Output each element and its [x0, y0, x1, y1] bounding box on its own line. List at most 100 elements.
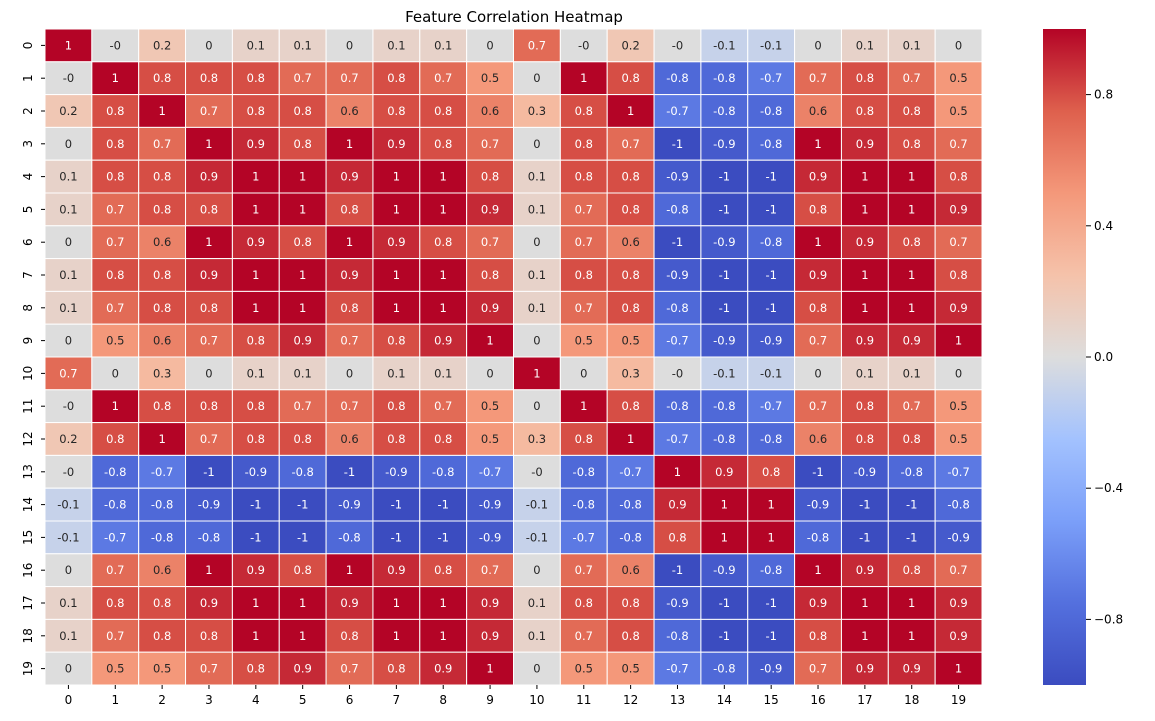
- heatmap-cell: [840, 225, 889, 260]
- heatmap-cell: [700, 454, 749, 489]
- x-tick-label: 2: [158, 693, 166, 707]
- heatmap-cell: [372, 389, 421, 424]
- heatmap-cell-label: 1: [908, 170, 915, 184]
- heatmap-cell-label: -0.8: [151, 530, 173, 544]
- heatmap-cell-label: 0.1: [59, 268, 77, 282]
- heatmap-cell: [325, 651, 374, 686]
- heatmap-cell-label: 0.7: [106, 202, 124, 216]
- heatmap-cell: [747, 94, 796, 128]
- heatmap-cell-label: 1: [252, 268, 259, 282]
- heatmap-cell-label: 0.1: [528, 170, 546, 184]
- heatmap-cell: [794, 487, 842, 522]
- heatmap-cell-label: 0.7: [434, 71, 452, 85]
- heatmap-cell-label: 1: [908, 596, 915, 610]
- heatmap-cell: [887, 28, 936, 63]
- colorbar-ticks: 0.8 0.4 0.0 −0.4 −0.8: [1086, 88, 1123, 626]
- heatmap-cell-label: 0.5: [621, 662, 639, 676]
- heatmap-cell-label: 0.8: [809, 629, 827, 643]
- heatmap-cell-label: 1: [252, 629, 259, 643]
- heatmap-cell-label: 1: [393, 170, 400, 184]
- heatmap-cell-label: 0.8: [200, 202, 218, 216]
- heatmap-cell-label: -0.9: [713, 235, 735, 249]
- heatmap-cell-label: 0.1: [856, 38, 874, 52]
- heatmap-cell: [794, 323, 842, 358]
- heatmap-cell: [372, 258, 421, 292]
- heatmap-cell: [278, 225, 327, 260]
- heatmap-cell-label: -0: [63, 71, 74, 85]
- heatmap-cell: [700, 389, 749, 424]
- heatmap-cell-label: 1: [814, 563, 821, 577]
- heatmap-cell: [372, 126, 421, 161]
- heatmap-cell: [934, 126, 983, 161]
- heatmap-cell-label: 0.1: [387, 38, 405, 52]
- heatmap-cell-label: 1: [861, 202, 868, 216]
- heatmap-cell-label: 0.7: [434, 399, 452, 413]
- heatmap-cell-label: 0.2: [59, 432, 77, 446]
- heatmap-cell-label: -1: [297, 530, 308, 544]
- heatmap-cell-label: 0.9: [856, 662, 874, 676]
- heatmap-cell-label: -1: [391, 530, 402, 544]
- heatmap-cell-label: -0.8: [760, 235, 782, 249]
- heatmap-cell-label: -0.1: [713, 38, 735, 52]
- heatmap-cell: [91, 258, 140, 292]
- heatmap-cell: [91, 487, 140, 522]
- heatmap-cell: [934, 553, 983, 588]
- heatmap-cell-label: 0.7: [481, 235, 499, 249]
- heatmap-cell-label: -0: [672, 38, 683, 52]
- heatmap-cell-label: 0.8: [903, 432, 921, 446]
- heatmap-cell: [419, 94, 468, 128]
- heatmap-cell-label: 0.9: [481, 202, 499, 216]
- heatmap-cell-label: 1: [768, 530, 775, 544]
- heatmap-cell: [138, 192, 187, 227]
- heatmap-cell: [466, 553, 514, 588]
- heatmap-cell: [934, 258, 983, 292]
- heatmap-cell: [934, 651, 983, 686]
- heatmap-cell-label: -0.8: [807, 530, 829, 544]
- x-tick-label: 6: [346, 693, 354, 707]
- heatmap-cell-label: 0.6: [340, 432, 358, 446]
- heatmap-cell-label: -0.9: [760, 662, 782, 676]
- heatmap-cell: [700, 192, 749, 227]
- heatmap-cell: [887, 356, 936, 391]
- heatmap-cell-label: 0: [955, 38, 962, 52]
- heatmap-cell: [278, 126, 327, 161]
- heatmap-cell-label: 0: [533, 399, 540, 413]
- heatmap-cell-label: -0.1: [57, 530, 79, 544]
- x-tick-label: 8: [439, 693, 447, 707]
- heatmap-cell-label: 0.8: [340, 301, 358, 315]
- heatmap-cell-label: 0.7: [621, 137, 639, 151]
- heatmap-cell: [419, 553, 468, 588]
- heatmap-cell-label: -0.8: [666, 399, 688, 413]
- heatmap-cell-label: 0.8: [856, 71, 874, 85]
- heatmap-cell-label: -0.9: [479, 498, 501, 512]
- heatmap-cell-label: 1: [393, 268, 400, 282]
- heatmap-cell: [91, 290, 140, 325]
- y-tick-label: 19: [21, 661, 35, 676]
- heatmap-cell: [372, 553, 421, 588]
- heatmap-cell: [185, 159, 233, 194]
- heatmap-cell: [278, 28, 327, 63]
- heatmap-cell: [794, 126, 842, 161]
- heatmap-cell: [372, 323, 421, 358]
- heatmap-cell-label: -0.8: [900, 465, 922, 479]
- heatmap-cell-label: 0: [533, 235, 540, 249]
- heatmap-cell-label: 0.8: [340, 629, 358, 643]
- heatmap-cell: [44, 323, 93, 358]
- x-tick-label: 17: [857, 693, 872, 707]
- heatmap-cell-label: 1: [721, 530, 728, 544]
- heatmap-cell-label: 0.8: [153, 301, 171, 315]
- heatmap-cell-label: 0.2: [153, 38, 171, 52]
- heatmap-cell-label: 0: [65, 235, 72, 249]
- heatmap-cell-label: 0.8: [153, 596, 171, 610]
- heatmap-cell-label: -1: [391, 498, 402, 512]
- heatmap-cell-label: 1: [627, 104, 634, 118]
- heatmap-cell-label: 0.7: [294, 399, 312, 413]
- heatmap-cell: [372, 159, 421, 194]
- heatmap-cell-label: -0.8: [666, 301, 688, 315]
- heatmap-cell: [653, 28, 702, 63]
- heatmap-cell: [559, 28, 608, 63]
- heatmap-cell-label: 0.8: [809, 301, 827, 315]
- heatmap-cell-label: 0: [65, 137, 72, 151]
- heatmap-cell-label: 0.9: [247, 563, 265, 577]
- heatmap-cell-label: 0.3: [528, 104, 546, 118]
